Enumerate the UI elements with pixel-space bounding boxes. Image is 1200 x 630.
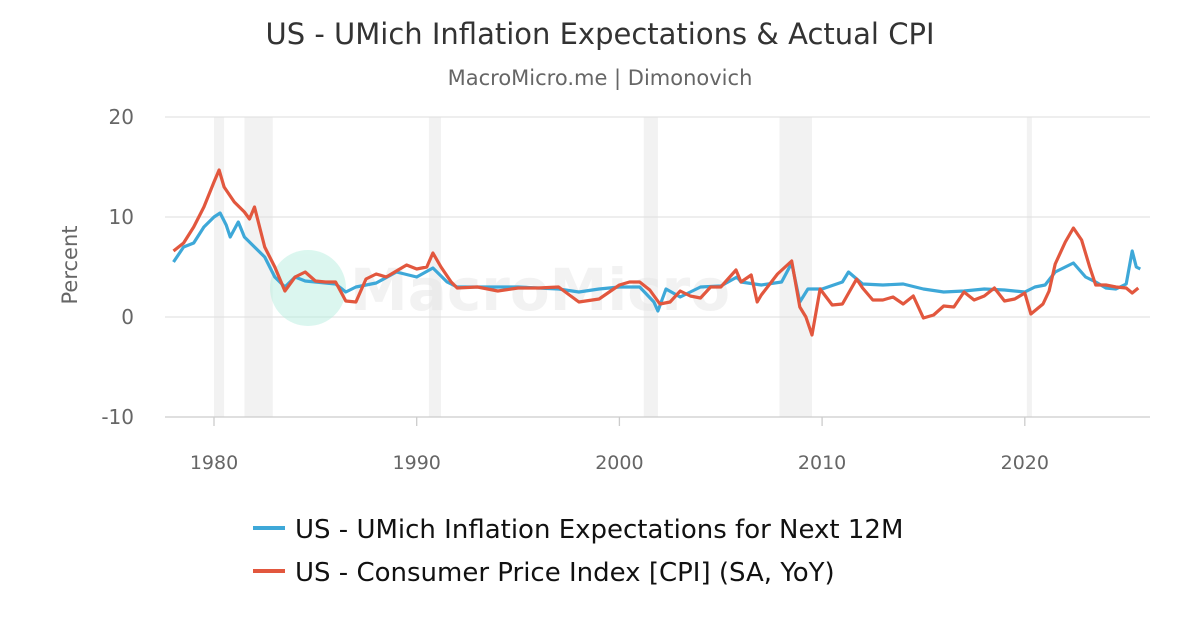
recession-bands	[214, 117, 1032, 417]
recession-band	[643, 117, 658, 417]
legend-label-0: US - UMich Inflation Expectations for Ne…	[295, 515, 903, 545]
recession-band	[214, 117, 225, 417]
y-tick-label: 10	[109, 205, 134, 229]
series-line-0	[172, 211, 1142, 313]
chart-title: US - UMich Inflation Expectations & Actu…	[265, 17, 934, 51]
series-lines	[172, 168, 1142, 337]
y-tick-label: 0	[121, 305, 134, 329]
watermark-logo	[270, 250, 346, 326]
x-tick-label: 1990	[393, 452, 441, 474]
x-tick-label: 2010	[798, 452, 846, 474]
recession-band	[1026, 117, 1032, 417]
x-axis: 1980 1990 2000 2010 2020	[190, 417, 1049, 474]
series-line-1	[172, 168, 1140, 337]
y-axis: 20 10 0 -10	[101, 105, 134, 429]
legend-label-1: US - Consumer Price Index [CPI] (SA, YoY…	[295, 558, 835, 588]
chart-subtitle: MacroMicro.me | Dimonovich	[448, 66, 753, 91]
y-tick-label: -10	[101, 405, 134, 429]
recession-band	[428, 117, 442, 417]
y-axis-label: Percent	[58, 225, 82, 304]
x-tick-label: 2000	[595, 452, 643, 474]
x-tick-label: 2020	[1001, 452, 1049, 474]
x-tick-label: 1980	[190, 452, 238, 474]
y-tick-label: 20	[109, 105, 134, 129]
legend: US - UMich Inflation Expectations for Ne…	[253, 515, 903, 588]
